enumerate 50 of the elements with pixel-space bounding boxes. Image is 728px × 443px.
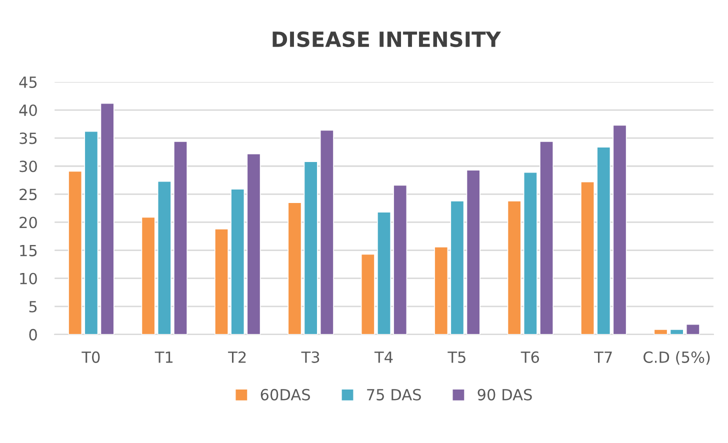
y-tick-label: 35 [20,132,37,144]
bar [612,124,627,334]
x-tick-label: T2 [228,351,246,363]
x-tick-label: T4 [374,352,393,363]
y-tick-label: 5 [29,301,37,312]
bar [686,324,700,334]
bar [174,141,188,334]
y-tick-label: 15 [20,244,37,256]
bar [214,228,229,334]
legend-label: 75 DAS [367,388,421,400]
bar [320,130,334,334]
bar [540,141,554,334]
bar [230,188,245,334]
bar [157,180,172,334]
y-tick-label: 10 [20,272,37,284]
bar [596,146,611,334]
chart-title: DISEASE INTENSITY [272,31,502,48]
bar [580,181,595,334]
bar [288,202,302,334]
bar [654,328,668,334]
x-tick-label: C.D (5%) [644,351,710,365]
bar [670,328,684,334]
x-tick-label: T1 [154,352,173,363]
y-tick-label: 20 [20,216,37,228]
x-tick-label: T6 [520,351,539,363]
bar [100,102,114,334]
x-tick-label: T0 [82,351,100,363]
x-tick-label: T3 [301,351,320,363]
y-tick-label: 30 [20,160,37,172]
bar [523,172,538,334]
bar [466,170,480,334]
bar [434,246,448,334]
x-tick-label: T5 [448,352,466,363]
bar [141,216,156,334]
legend-label: 60DAS [260,388,310,400]
y-tick-label: 40 [19,104,37,116]
bar [377,212,392,334]
y-tick-label: 25 [20,188,37,200]
bar [304,161,318,334]
y-tick-label: 0 [29,328,37,340]
bar [84,130,98,334]
bar [68,170,82,334]
bar [507,200,522,334]
bar [360,254,375,334]
bar [246,153,261,334]
y-tick-label: 45 [19,76,37,88]
x-tick-label: T7 [594,352,612,363]
legend-label: 90 DAS [478,388,532,400]
bar [450,200,464,334]
bar [393,184,408,334]
